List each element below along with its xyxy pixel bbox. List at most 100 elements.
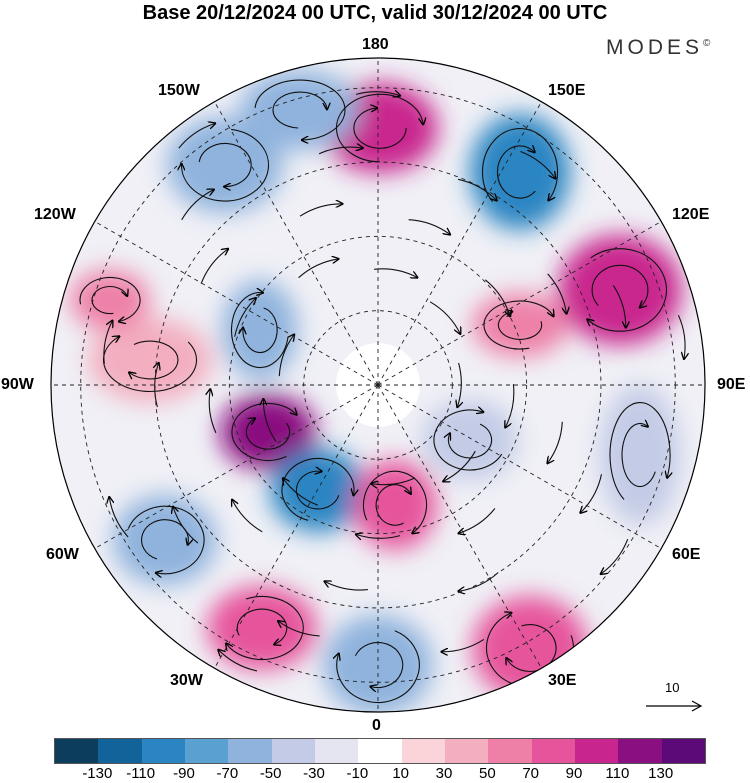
streamline — [429, 301, 460, 334]
reference-vector: 10 — [640, 680, 710, 720]
streamline — [483, 300, 553, 350]
colorbar-swatch-11 — [531, 739, 575, 763]
streamline — [200, 249, 228, 284]
streamline — [226, 595, 304, 661]
streamline — [245, 418, 291, 450]
lon-label-60e: 60E — [672, 546, 701, 563]
streamline — [181, 190, 214, 221]
streamline — [234, 298, 256, 337]
brand-mark: © — [703, 38, 711, 49]
streamline — [612, 285, 625, 327]
meridian-line — [214, 101, 379, 386]
anomaly-blob — [558, 235, 682, 345]
colorbar-swatch-13 — [618, 739, 662, 763]
meridian-line — [94, 221, 379, 386]
streamline — [520, 150, 556, 179]
streamline — [443, 450, 476, 481]
colorbar-swatch-6 — [314, 739, 359, 763]
colorbar-ticks: -130 -110 -90 -70 -50 -30 -10 10 30 50 70 90 110 130 — [0, 765, 750, 783]
streamline — [181, 128, 269, 202]
streamline — [506, 624, 557, 672]
colorbar-tick-label: -70 — [216, 765, 239, 782]
colorbar-swatch-4 — [228, 739, 272, 763]
streamline — [481, 128, 559, 202]
colorbar — [54, 738, 706, 764]
streamline — [103, 321, 113, 364]
anomaly-blob — [270, 448, 366, 532]
map-border — [50, 57, 706, 713]
streamline — [79, 276, 141, 322]
streamline — [232, 500, 263, 533]
streamline — [609, 402, 670, 500]
streamline — [278, 621, 320, 637]
colorbar-tick-label: 10 — [392, 765, 409, 782]
colorbar-swatch-1 — [98, 739, 142, 763]
colorbar-tick-label: 30 — [435, 765, 453, 782]
streamline — [231, 402, 297, 462]
streamline — [591, 264, 649, 307]
streamline — [621, 424, 656, 488]
colorbar-tick-label: -30 — [303, 765, 325, 782]
latitude-circle — [228, 235, 528, 535]
streamline — [677, 314, 685, 359]
streamline — [173, 507, 199, 544]
streamline — [209, 389, 217, 434]
lon-label-30e: 30E — [548, 672, 577, 689]
streamline — [254, 79, 346, 140]
meridian-line — [377, 384, 662, 549]
anomaly-blob — [113, 495, 217, 585]
streamline — [457, 178, 497, 200]
streamline — [335, 93, 423, 163]
colorbar-tick-label: 110 — [605, 765, 630, 782]
streamline — [496, 146, 535, 199]
meridian-line — [94, 384, 379, 549]
streamline — [459, 508, 496, 534]
meridian-line — [214, 384, 379, 669]
colorbar-tick-label: 130 — [648, 765, 674, 782]
colorbar-swatch-7 — [358, 739, 402, 763]
streamline — [91, 286, 127, 315]
anomaly-blob — [167, 117, 283, 213]
anomaly-blob — [222, 280, 298, 380]
streamline — [127, 505, 205, 574]
colorbar-tick-label: -110 — [126, 765, 156, 782]
colorbar-swatch-0 — [55, 739, 99, 763]
anomaly-blob — [88, 318, 212, 402]
lon-label-30w: 30W — [170, 672, 203, 689]
streamline — [580, 474, 603, 513]
streamline — [505, 384, 515, 427]
colorbar-swatch-9 — [444, 739, 489, 763]
streamline — [354, 641, 404, 688]
lon-label-90w: 90W — [1, 376, 34, 393]
streamline — [353, 108, 407, 149]
streamline — [547, 273, 567, 314]
reference-vector-value: 10 — [665, 680, 680, 695]
colorbar-swatch-8 — [401, 739, 445, 763]
streamline — [375, 484, 411, 526]
streamline — [129, 340, 179, 379]
colorbar-tick-label: 70 — [522, 765, 539, 782]
meridian-line — [377, 384, 542, 669]
streamline — [109, 497, 129, 538]
anomaly-blob — [422, 400, 518, 480]
streamline — [272, 91, 327, 129]
streamline — [236, 608, 288, 644]
lon-label-150w: 150W — [158, 82, 200, 99]
streamline — [243, 307, 278, 354]
streamline — [371, 477, 416, 485]
streamline — [230, 293, 289, 369]
lon-label-120w: 120W — [34, 206, 76, 223]
streamline — [263, 399, 277, 442]
streamline — [362, 470, 428, 533]
colorbar-tick-label: 90 — [565, 765, 583, 782]
map-title: Base 20/12/2024 00 UTC, valid 30/12/2024… — [142, 2, 608, 24]
streamline — [433, 410, 503, 471]
colorbar-swatch-10 — [488, 739, 532, 763]
anomaly-blob — [240, 70, 360, 150]
streamline — [601, 539, 629, 574]
meridian-line — [377, 221, 662, 386]
colorbar-tick-label: -90 — [173, 765, 195, 782]
streamline — [178, 123, 215, 149]
streamline — [408, 219, 450, 235]
